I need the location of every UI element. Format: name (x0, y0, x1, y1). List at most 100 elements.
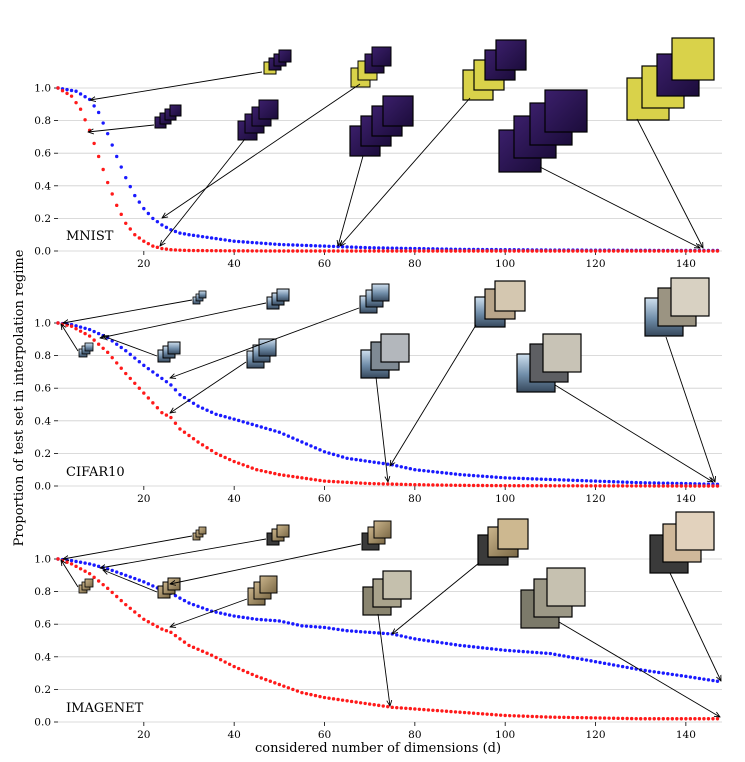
thumbnail-stack (263, 49, 292, 75)
data-point (670, 249, 675, 253)
data-point (115, 594, 119, 599)
data-point (115, 570, 119, 574)
y-tick-label: 0.6 (34, 148, 51, 160)
thumbnail-stack (157, 341, 181, 363)
data-point (566, 715, 571, 720)
data-point (372, 249, 376, 253)
data-point (661, 717, 665, 721)
data-point (295, 243, 300, 247)
data-point (593, 249, 598, 253)
data-point (214, 610, 218, 614)
data-point (679, 674, 684, 678)
data-point (309, 249, 313, 253)
data-point (191, 645, 196, 650)
data-point (124, 371, 128, 376)
data-point (173, 421, 178, 425)
data-point (467, 249, 471, 253)
data-point (386, 246, 390, 250)
data-point (381, 246, 385, 250)
data-point (74, 559, 78, 564)
data-point (715, 717, 720, 721)
data-point (643, 484, 647, 488)
data-point (232, 459, 236, 464)
y-tick-label: 0.4 (34, 651, 51, 663)
data-point (65, 323, 69, 327)
data-point (218, 237, 223, 241)
data-point (115, 361, 119, 365)
data-point (358, 701, 363, 705)
data-point (620, 480, 625, 484)
data-point (530, 477, 534, 481)
data-point (476, 711, 480, 716)
data-point (480, 474, 485, 478)
data-point (408, 467, 413, 471)
data-point (264, 249, 268, 253)
data-point (571, 715, 575, 720)
data-point (462, 710, 467, 715)
data-point (566, 655, 571, 659)
data-point (78, 325, 83, 329)
data-point (345, 480, 349, 485)
data-point (160, 627, 164, 631)
data-point (223, 249, 227, 253)
data-point (268, 242, 272, 246)
data-point (661, 481, 665, 485)
data-point (652, 481, 656, 485)
data-point (349, 699, 354, 704)
data-point (83, 569, 87, 573)
data-point (264, 677, 268, 682)
data-point (214, 451, 218, 456)
data-point (530, 650, 534, 654)
y-tick-label: 0.4 (34, 415, 51, 427)
data-point (666, 717, 670, 721)
data-point (318, 249, 322, 253)
data-point (634, 716, 638, 721)
data-point (164, 379, 169, 384)
data-point (706, 678, 711, 682)
data-point (259, 241, 263, 245)
data-point (404, 249, 408, 253)
data-point (395, 249, 399, 253)
data-point (575, 715, 580, 720)
data-point (277, 242, 282, 247)
data-point (358, 629, 363, 634)
data-point (670, 481, 675, 486)
data-point (223, 238, 227, 242)
data-point (268, 470, 272, 475)
data-point (246, 421, 250, 425)
data-point (182, 598, 187, 603)
data-point (259, 617, 263, 622)
data-point (386, 631, 390, 636)
data-point (331, 627, 336, 631)
data-point (273, 242, 277, 246)
data-point (381, 482, 385, 486)
data-point (377, 249, 381, 253)
data-point (462, 249, 467, 253)
data-point (155, 624, 160, 629)
data-point (291, 249, 295, 253)
data-point (413, 637, 417, 641)
data-point (607, 662, 611, 666)
panel-cifar10: 20 40 60 80 100 120 140 0.0 0.2 0.4 0.6 0.8 1.0 CIF… (34, 277, 722, 505)
data-point (562, 478, 566, 482)
data-point (74, 100, 78, 105)
data-point (449, 642, 453, 646)
y-tick-label: 0.6 (34, 619, 51, 631)
data-point (227, 613, 232, 617)
y-ticks-mnist: 0.0 0.2 0.4 0.6 0.8 1.0 (34, 83, 58, 258)
thumbnail-stack (246, 338, 277, 369)
data-point (575, 249, 580, 253)
data-point (87, 97, 92, 102)
data-point (675, 484, 679, 488)
data-point (553, 484, 557, 488)
thumbnail-stack (477, 518, 529, 566)
data-point (200, 234, 205, 239)
data-point (119, 212, 123, 217)
data-point (693, 676, 697, 680)
data-point (629, 249, 634, 253)
data-point (119, 366, 123, 370)
data-point (241, 249, 245, 253)
data-point (661, 249, 665, 253)
data-point (367, 249, 372, 253)
data-point (241, 463, 245, 467)
